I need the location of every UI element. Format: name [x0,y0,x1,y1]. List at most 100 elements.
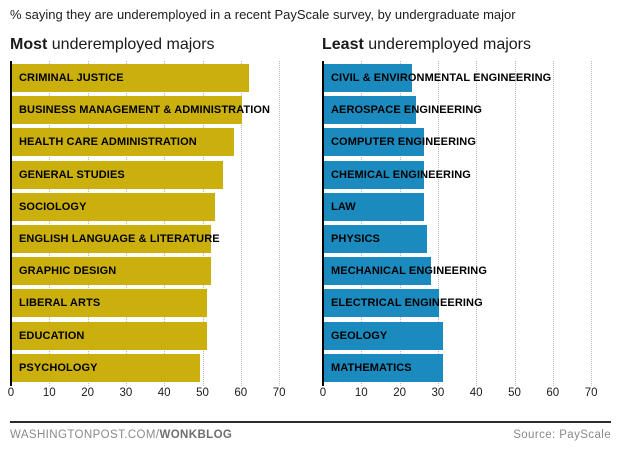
axis-tick-label: 50 [196,387,209,399]
gridline [125,61,127,386]
bar-row: LAW [324,192,618,221]
bar [12,289,208,318]
bar-row: PHYSICS [324,225,618,253]
chart-most-underemployed: Most underemployed majors CRIMINAL JUSTI… [8,36,306,403]
chart-least-header-emphasis: Least [322,36,364,53]
bar-row: COMPUTER ENGINEERING [324,128,618,157]
axis-tick-label: 30 [431,387,445,399]
bar-row: MECHANICAL ENGINEERING [324,257,618,286]
axis-tick-label: 20 [81,387,94,399]
bar-label: MATHEMATICS [331,361,412,374]
chart-title: % saying they are underemployed in a rec… [10,7,516,22]
bar [12,321,208,350]
bar-row: PSYCHOLOGY [12,353,306,382]
bar-row: EDUCATION [12,321,306,350]
chart-least-header-rest: underemployed majors [363,36,531,53]
bar-row: BUSINESS MANAGEMENT & ADMINISTRATION [12,96,306,125]
bar [324,192,424,221]
gridline [361,61,363,386]
bar [324,321,443,350]
gridline [202,61,204,386]
footer-branding-blog: WONKBLOG [159,429,233,441]
axis-tick-label: 10 [354,387,368,399]
bar-row: GENERAL STUDIES [12,160,306,189]
bar [324,160,424,189]
footer-branding-site: WASHINGTONPOST.COM/ [10,429,160,441]
footer-branding: WASHINGTONPOST.COM/WONKBLOG [10,429,232,441]
bar-row: HEALTH CARE ADMINISTRATION [12,128,306,157]
gridline [279,61,281,386]
gridline [591,61,593,386]
chart-most-header-rest: underemployed majors [47,36,215,53]
bar-label: EDUCATION [19,329,85,342]
axis-tick-label: 10 [42,387,56,399]
bar [12,353,200,382]
bar-label: CIVIL & ENVIRONMENTAL ENGINEERING [331,72,552,84]
bar-label: LAW [331,200,356,213]
gridline [514,61,516,386]
bar-label: BUSINESS MANAGEMENT & ADMINISTRATION [19,104,271,117]
gridline [437,61,439,386]
axis-tick-label: 60 [546,387,560,399]
bar-label: GENERAL STUDIES [19,168,125,181]
bar-label: GRAPHIC DESIGN [19,265,117,278]
axis-tick-label: 40 [469,387,483,399]
axis-tick-label: 50 [508,387,521,399]
bar-row: GEOLOGY [324,321,618,350]
footer-rule [10,421,611,423]
axis-tick-label: 70 [272,387,286,399]
bar-label: PHYSICS [331,233,380,245]
bar-label: CHEMICAL ENGINEERING [331,168,471,181]
footer-source: Source: PayScale [513,429,611,441]
bar-label: GEOLOGY [331,329,388,342]
bar [12,225,212,253]
axis-tick-label: 60 [234,387,248,399]
bar-row: GRAPHIC DESIGN [12,257,306,286]
axis-tick-label: 40 [157,387,171,399]
bar-label: LIBERAL ARTS [19,297,101,310]
chart-least-header: Least underemployed majors [322,36,618,57]
bar-label: ENGLISH LANGUAGE & LITERATURE [19,233,220,245]
gridline [399,61,401,386]
bar [324,257,432,286]
chart-least-underemployed: Least underemployed majors CIVIL & ENVIR… [319,36,618,403]
bar [12,257,212,286]
gridline [552,61,554,386]
gridline [476,61,478,386]
x-axis-least: 0 10 20 30 40 50 60 70 [319,387,618,403]
axis-tick-label: 0 [319,387,327,399]
plot-area-most: CRIMINAL JUSTICE BUSINESS MANAGEMENT & AD… [10,61,306,386]
bar [12,160,223,189]
bar-row: ELECTRICAL ENGINEERING [324,289,618,318]
bar [12,192,215,221]
bar-label: PSYCHOLOGY [19,361,98,374]
x-axis-most: 0 10 20 30 40 50 60 70 [8,387,306,403]
bar-label: ELECTRICAL ENGINEERING [331,297,483,310]
bar-label: MECHANICAL ENGINEERING [331,265,488,278]
axis-tick-label: 70 [584,387,598,399]
bar-label: COMPUTER ENGINEERING [331,136,477,149]
plot-area-least: CIVIL & ENVIRONMENTAL ENGINEERING AEROSPA… [322,61,618,386]
bar [12,64,250,92]
bar-row: CIVIL & ENVIRONMENTAL ENGINEERING [324,64,618,92]
gridline [240,61,242,386]
bar [324,128,424,157]
bar-row: LIBERAL ARTS [12,289,306,318]
axis-tick-label: 20 [393,387,406,399]
gridline [49,61,51,386]
bar-row: SOCIOLOGY [12,192,306,221]
gridline [164,61,166,386]
bar-row: MATHEMATICS [324,353,618,382]
bar [324,225,428,253]
bar [12,128,235,157]
bar-row: AEROSPACE ENGINEERING [324,96,618,125]
gridline [87,61,89,386]
bar-row: CRIMINAL JUSTICE [12,64,306,92]
bar [324,64,413,92]
bar-label: AEROSPACE ENGINEERING [331,104,483,117]
bar [324,96,416,125]
axis-tick-label: 30 [119,387,133,399]
bar-label: HEALTH CARE ADMINISTRATION [19,136,197,149]
footer: WASHINGTONPOST.COM/WONKBLOG Source: PayS… [10,429,611,441]
